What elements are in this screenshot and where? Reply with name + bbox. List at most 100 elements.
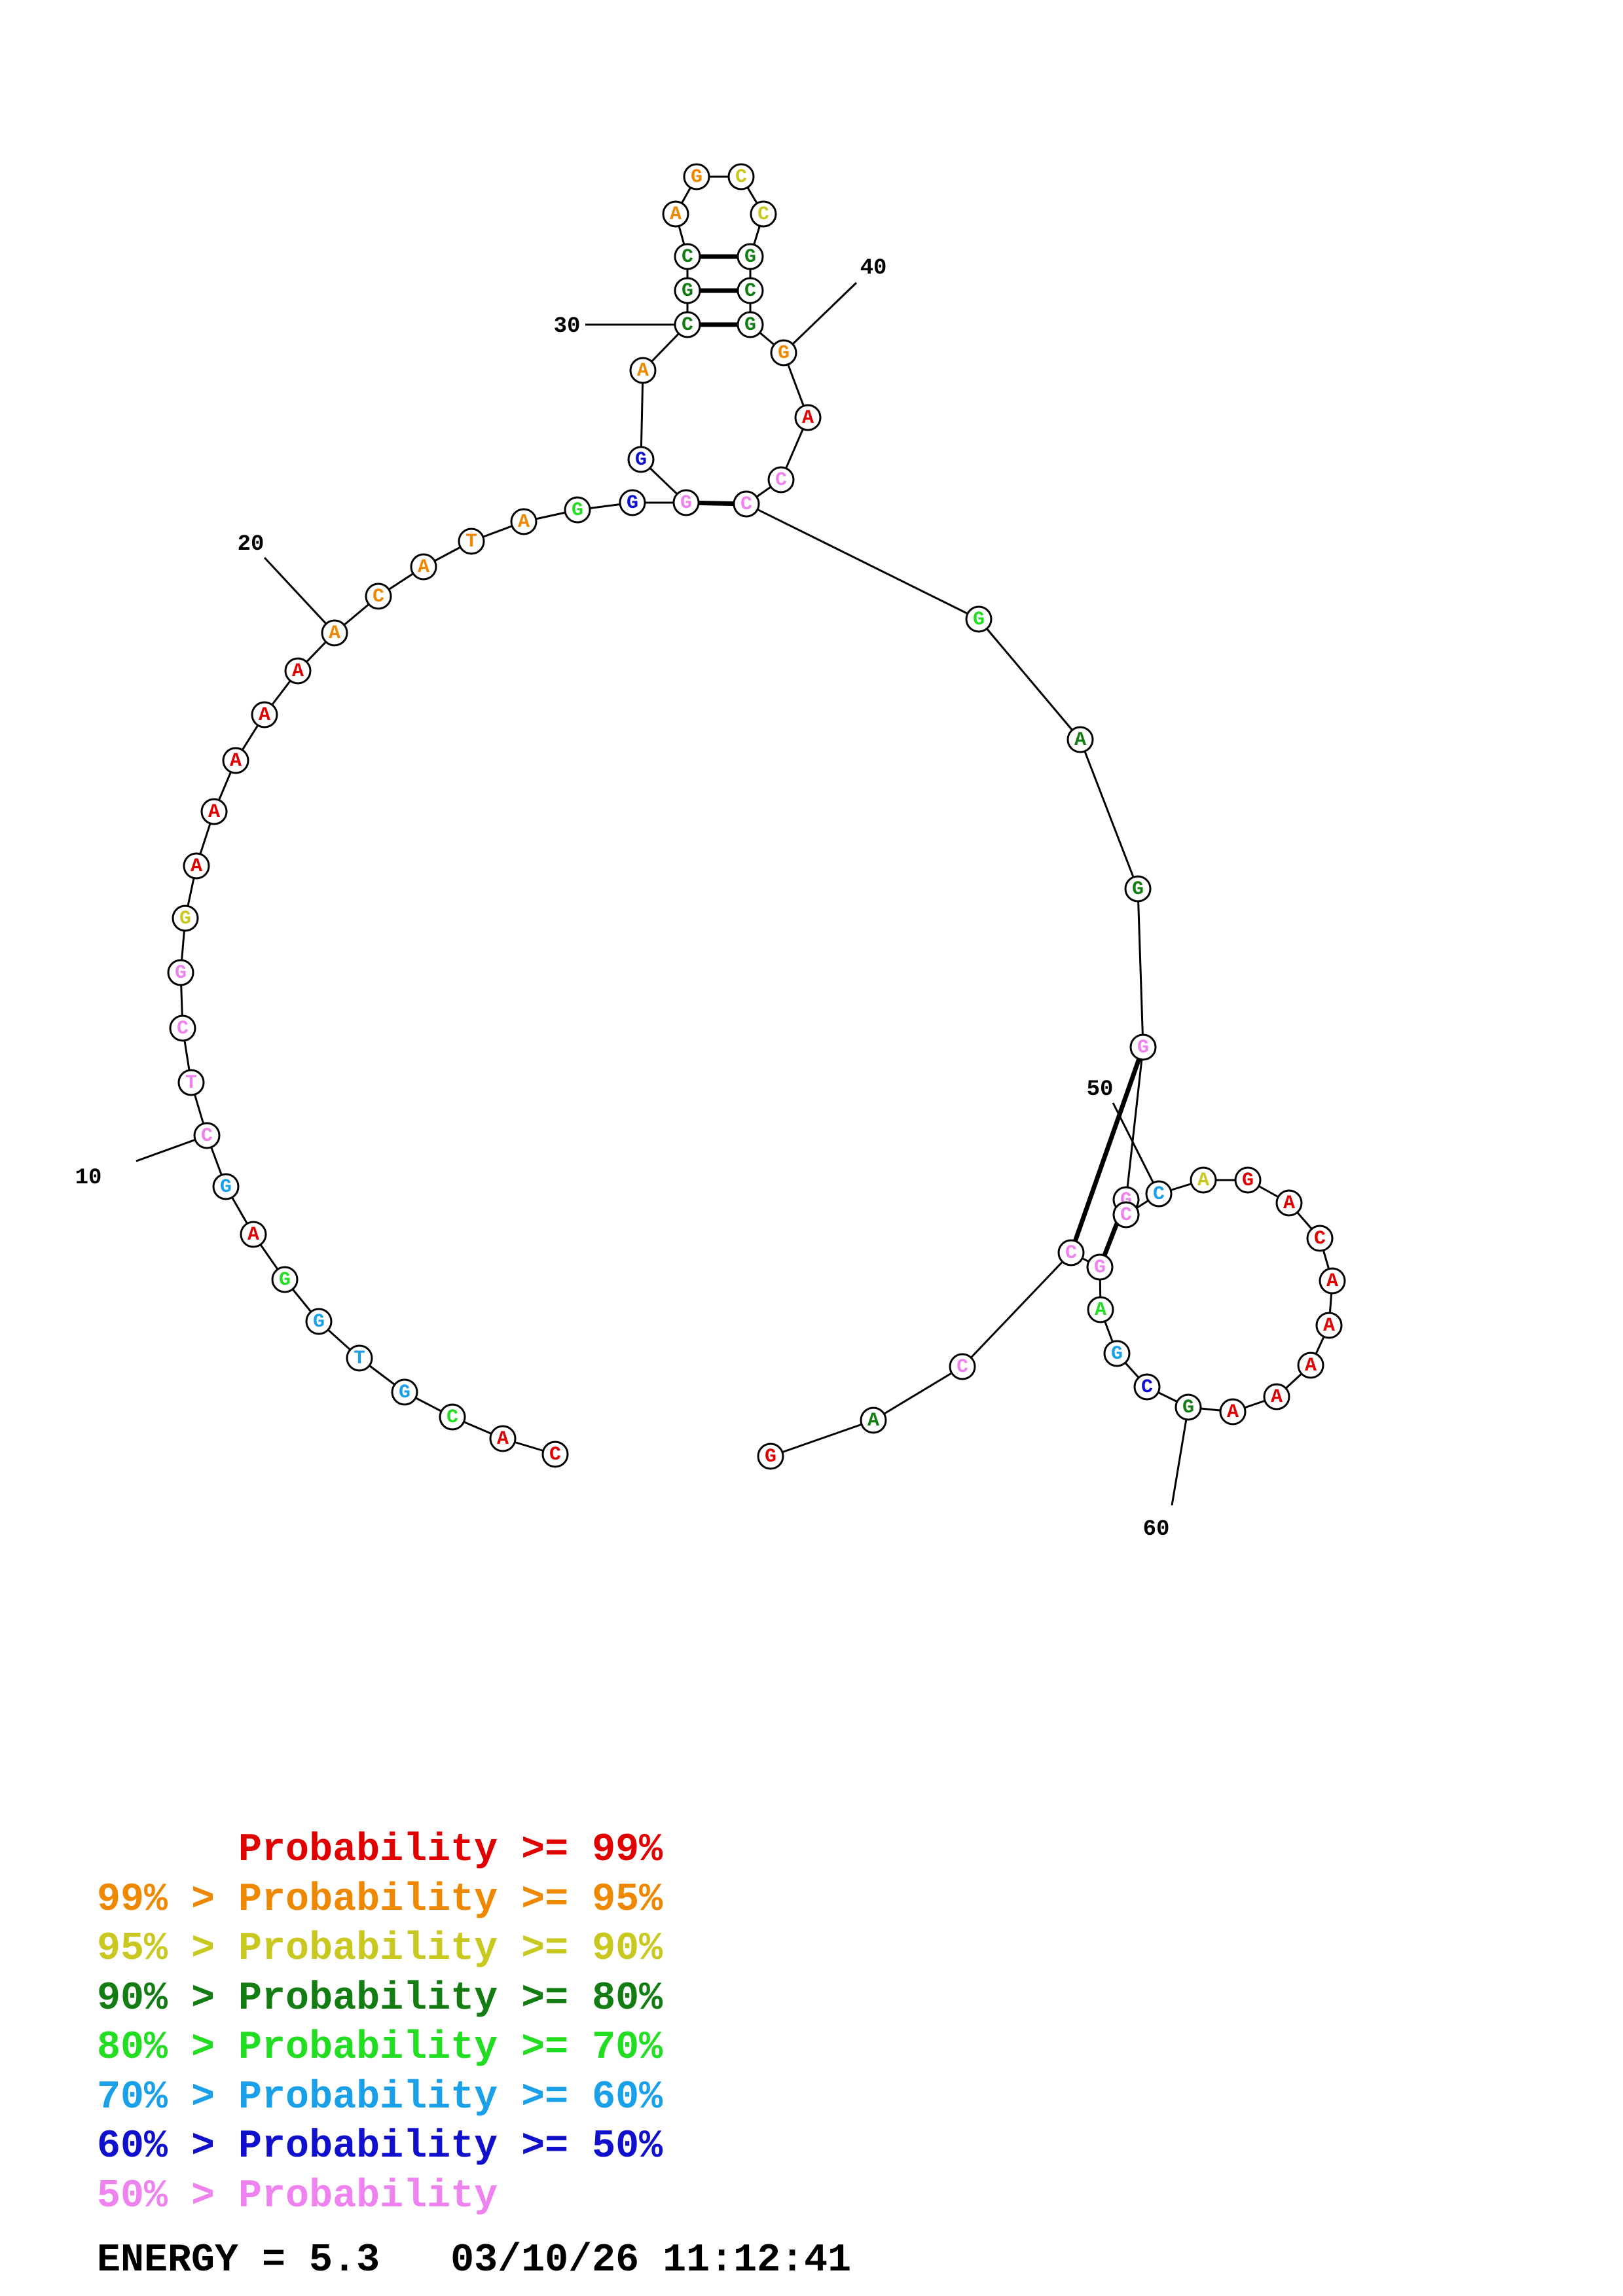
nucleotide-base: C bbox=[682, 246, 693, 268]
nucleotide-base: G bbox=[1182, 1397, 1194, 1419]
nucleotide-57: A bbox=[1297, 1352, 1324, 1379]
legend-row: 80% > Probability >= 70% bbox=[97, 2024, 663, 2073]
nucleotide-circle bbox=[1297, 1352, 1324, 1379]
nucleotide-60: G bbox=[1175, 1393, 1202, 1421]
nucleotide-circle bbox=[757, 1443, 784, 1470]
position-label-40: 40 bbox=[860, 256, 887, 281]
legend-row: 60% > Probability >= 50% bbox=[97, 2123, 663, 2172]
nucleotide-9: G bbox=[212, 1173, 240, 1200]
backbone-segment-46-47 bbox=[1137, 888, 1144, 1048]
nucleotide-base: T bbox=[465, 531, 477, 553]
nucleotide-22: A bbox=[410, 553, 437, 581]
nucleotide-base: A bbox=[1283, 1193, 1295, 1215]
nucleotide-circle bbox=[212, 1173, 240, 1200]
position-label-20: 20 bbox=[238, 532, 264, 557]
nucleotide-circle bbox=[167, 959, 194, 986]
nucleotide-circle bbox=[794, 404, 822, 431]
nucleotide-28: G bbox=[627, 446, 655, 473]
nucleotide-4: G bbox=[391, 1378, 418, 1406]
nucleotide-base: A bbox=[1095, 1299, 1106, 1321]
nucleotide-circle bbox=[1234, 1166, 1262, 1194]
nucleotide-base: C bbox=[1314, 1228, 1326, 1250]
nucleotide-47: G bbox=[1129, 1033, 1157, 1061]
nucleotide-circle bbox=[251, 701, 278, 728]
nucleotide-circle bbox=[410, 553, 437, 581]
nucleotide-base: A bbox=[518, 511, 530, 533]
nucleotide-circle bbox=[458, 528, 485, 555]
nucleotide-base: T bbox=[185, 1072, 197, 1094]
nucleotide-circle bbox=[1263, 1383, 1290, 1410]
nucleotide-circle bbox=[1175, 1393, 1202, 1421]
nucleotide-base: A bbox=[292, 660, 304, 683]
nucleotide-circle bbox=[674, 311, 701, 338]
nucleotide-66: C bbox=[949, 1353, 976, 1380]
legend-prefix: 95% > bbox=[97, 1927, 239, 1971]
nucleotide-base: G bbox=[399, 1382, 410, 1404]
nucleotide-52: G bbox=[1234, 1166, 1262, 1194]
nucleotide-circle bbox=[619, 489, 646, 516]
nucleotide-base: C bbox=[682, 314, 693, 336]
nucleotide-21: C bbox=[365, 583, 392, 610]
nucleotide-53: A bbox=[1275, 1189, 1303, 1217]
nucleotide-27: G bbox=[672, 489, 700, 516]
nucleotide-circle bbox=[674, 243, 701, 270]
legend-label: Probability >= 50% bbox=[238, 2125, 663, 2169]
nucleotide-19: A bbox=[284, 657, 312, 685]
nucleotide-41: A bbox=[794, 404, 822, 431]
nucleotide-circle bbox=[674, 277, 701, 304]
backbone-segment-43-44 bbox=[746, 503, 979, 620]
nucleotide-base: C bbox=[201, 1125, 213, 1147]
base-pair-lines bbox=[685, 254, 1146, 1268]
nucleotide-49: C bbox=[1112, 1201, 1140, 1229]
legend-prefix: 70% > bbox=[97, 2075, 239, 2120]
nucleotide-base: G bbox=[572, 499, 583, 522]
nucleotide-base: A bbox=[418, 556, 429, 579]
nucleotide-circle bbox=[750, 200, 777, 228]
nucleotide-base: A bbox=[1305, 1355, 1317, 1377]
nucleotide-7: G bbox=[271, 1266, 299, 1293]
legend-label: Probability >= 90% bbox=[238, 1927, 663, 1971]
nucleotide-16: A bbox=[200, 798, 228, 825]
legend-prefix: 80% > bbox=[97, 2026, 239, 2070]
nucleotide-circle bbox=[770, 339, 797, 367]
nucleotide-circle bbox=[1219, 1398, 1247, 1426]
nucleotide-base: C bbox=[740, 493, 752, 516]
legend-label: Probability >= 95% bbox=[238, 1877, 663, 1922]
nucleotide-base: C bbox=[1141, 1376, 1153, 1399]
position-label-30: 30 bbox=[554, 314, 581, 339]
position-tick-lines: 10 20 30 40 50 60 bbox=[75, 256, 1190, 1542]
backbone-segment-45-46 bbox=[1079, 739, 1139, 889]
nucleotide-59: A bbox=[1219, 1398, 1247, 1426]
position-label-10: 10 bbox=[75, 1166, 102, 1191]
nucleotide-circle bbox=[737, 311, 764, 338]
nucleotide-circle bbox=[1087, 1296, 1114, 1323]
nucleotide-circle bbox=[1319, 1267, 1346, 1295]
nucleotide-circle bbox=[489, 1425, 517, 1452]
nucleotide-base: G bbox=[279, 1269, 291, 1291]
legend-row: 90% > Probability >= 80% bbox=[97, 1975, 663, 2024]
nucleotide-62: G bbox=[1103, 1340, 1131, 1367]
nucleotide-circle bbox=[949, 1353, 976, 1380]
nucleotide-8: A bbox=[240, 1221, 267, 1248]
nucleotide-42: C bbox=[767, 466, 795, 493]
legend-prefix: 60% > bbox=[97, 2125, 239, 2169]
legend-prefix: 90% > bbox=[97, 1976, 239, 2021]
nucleotide-5: T bbox=[346, 1344, 373, 1372]
energy-timestamp: ENERGY = 5.3 03/10/26 11:12:41 bbox=[97, 2238, 852, 2283]
nucleotide-base: A bbox=[329, 622, 340, 645]
probability-legend: Probability >= 99% 99% > Probability >= 9… bbox=[97, 1826, 663, 2221]
nucleotide-25: G bbox=[564, 496, 591, 524]
nucleotide-50: C bbox=[1145, 1180, 1173, 1208]
nucleotide-circle bbox=[662, 200, 689, 228]
nucleotide-base: C bbox=[1153, 1183, 1165, 1206]
nucleotide-base: G bbox=[1111, 1343, 1123, 1365]
position-tick-40 bbox=[782, 281, 858, 354]
nucleotide-23: T bbox=[458, 528, 485, 555]
backbone-segment-66-67 bbox=[873, 1365, 963, 1422]
nucleotide-base: A bbox=[1323, 1315, 1335, 1337]
legend-indent bbox=[97, 1828, 238, 1873]
nucleotide-10: C bbox=[193, 1122, 221, 1149]
nucleotide-base: G bbox=[682, 280, 693, 302]
nucleotide-base: G bbox=[1242, 1170, 1254, 1192]
legend-row: Probability >= 99% bbox=[97, 1826, 663, 1876]
